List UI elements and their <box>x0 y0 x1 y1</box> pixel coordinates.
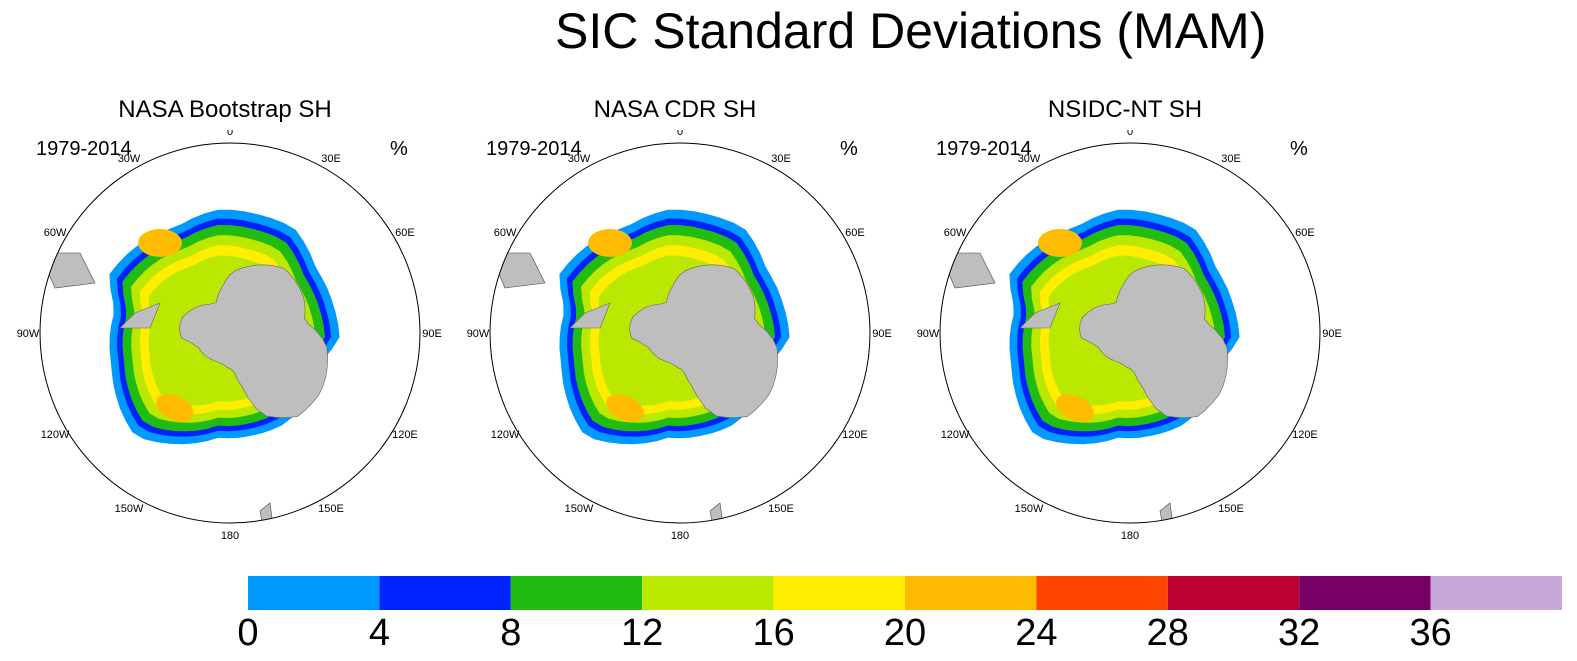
longitude-label: 60E <box>395 227 415 239</box>
colorbar-tick-label: 32 <box>1278 612 1321 654</box>
unit-label: % <box>840 138 858 160</box>
globe-outline <box>939 142 1321 524</box>
period-label: 1979-2014 <box>36 138 132 160</box>
ice-patch <box>138 229 182 257</box>
longitude-label: 120E <box>842 429 868 441</box>
panel-nasa-cdr: NASA CDR SH 1979-2014 % 0 30E 60E 90E 120E 15… <box>450 90 900 550</box>
period-label: 1979-2014 <box>936 138 1032 160</box>
longitude-label: 150E <box>318 503 344 515</box>
longitude-label: 90W <box>467 328 490 340</box>
longitude-label: 60E <box>845 227 865 239</box>
longitude-label: 30E <box>1221 153 1241 165</box>
colorbar-segment <box>510 576 643 610</box>
antarctica-landmass <box>629 264 779 418</box>
colorbar-tick-label: 36 <box>1409 612 1452 654</box>
longitude-label: 60W <box>944 227 967 239</box>
longitude-label: 90E <box>872 328 892 340</box>
longitude-label: 180 <box>671 530 689 542</box>
longitude-label: 60W <box>44 227 67 239</box>
colorbar-segment <box>1167 576 1300 610</box>
ice-patch <box>606 394 644 422</box>
ice-patch <box>1056 394 1094 422</box>
longitude-label: 180 <box>1121 530 1139 542</box>
longitude-label: 0 <box>1127 130 1133 138</box>
unit-label: % <box>390 138 408 160</box>
longitude-label: 60W <box>494 227 517 239</box>
polar-map: 0 30E 60E 90E 120E 150E 180 150W 120W 90W 60W 30W <box>467 130 892 542</box>
colorbar-tick-label: 12 <box>621 612 664 654</box>
colorbar <box>248 576 1562 610</box>
unit-label: % <box>1290 138 1308 160</box>
longitude-label: 120W <box>941 429 970 441</box>
peninsula-landmass <box>119 302 161 329</box>
peninsula-landmass <box>1019 302 1061 329</box>
colorbar-segment <box>248 576 380 610</box>
longitude-label: 30W <box>568 153 591 165</box>
longitude-label: 30E <box>321 153 341 165</box>
longitude-label: 120E <box>392 429 418 441</box>
colorbar-tick-label: 16 <box>752 612 795 654</box>
globe-outline <box>489 142 871 524</box>
longitude-label: 120E <box>1292 429 1318 441</box>
longitude-label: 30E <box>771 153 791 165</box>
ice-patch <box>1038 229 1082 257</box>
longitude-label: 150W <box>565 503 594 515</box>
colorbar-tick-label: 28 <box>1146 612 1189 654</box>
south-america-landmass <box>490 252 546 289</box>
colorbar-segment <box>773 576 905 610</box>
colorbar-segment <box>642 576 774 610</box>
longitude-label: 90W <box>17 328 40 340</box>
longitude-label: 150W <box>115 503 144 515</box>
longitude-label: 90E <box>422 328 442 340</box>
longitude-label: 0 <box>227 130 233 138</box>
colorbar-tick-label: 8 <box>500 612 522 654</box>
longitude-label: 150W <box>1015 503 1044 515</box>
colorbar-tick-label: 4 <box>368 612 390 654</box>
south-america-landmass <box>40 252 96 289</box>
panel-nsidc-nt: NSIDC-NT SH 1979-2014 % 0 30E 60E 90E 120E 15… <box>900 90 1350 550</box>
panel-title: NSIDC-NT SH <box>1047 96 1203 123</box>
colorbar-tick-label: 24 <box>1015 612 1058 654</box>
longitude-label: 150E <box>1218 503 1244 515</box>
colorbar-tick-label: 20 <box>883 612 927 654</box>
ice-patch <box>588 229 632 257</box>
longitude-label: 120W <box>491 429 520 441</box>
period-label: 1979-2014 <box>486 138 582 160</box>
south-america-landmass <box>940 252 996 289</box>
longitude-label: 90W <box>917 328 940 340</box>
longitude-label: 0 <box>677 130 683 138</box>
panel-title: NASA CDR SH <box>593 96 757 123</box>
globe-outline <box>39 142 421 524</box>
colorbar-segment <box>1430 576 1562 610</box>
main-title: SIC Standard Deviations (MAM) <box>555 3 1267 59</box>
polar-map: 0 30E 60E 90E 120E 150E 180 150W 120W 90W 60W 30W <box>17 130 442 542</box>
polar-map: 0 30E 60E 90E 120E 150E 180 150W 120W 90W 60W 30W <box>917 130 1342 542</box>
ice-patch <box>156 394 194 422</box>
longitude-label: 180 <box>221 530 239 542</box>
longitude-label: 150E <box>768 503 794 515</box>
antarctica-landmass <box>179 264 329 418</box>
antarctica-landmass <box>1079 264 1229 418</box>
longitude-label: 90E <box>1322 328 1342 340</box>
panel-title: NASA Bootstrap SH <box>118 96 332 123</box>
colorbar-segment <box>379 576 511 610</box>
peninsula-landmass <box>569 302 611 329</box>
sea-ice-field <box>40 209 340 522</box>
colorbar-segment <box>905 576 1037 610</box>
longitude-label: 60E <box>1295 227 1315 239</box>
sea-ice-field <box>940 209 1240 522</box>
longitude-label: 30W <box>118 153 141 165</box>
longitude-label: 120W <box>41 429 70 441</box>
sea-ice-field <box>490 209 790 522</box>
longitude-label: 30W <box>1018 153 1041 165</box>
colorbar-segment <box>1299 576 1431 610</box>
colorbar-segment <box>1036 576 1168 610</box>
panel-nasa-bootstrap: NASA Bootstrap SH 1979-2014 % 0 30E 60E 90E… <box>0 90 450 550</box>
colorbar-tick-label: 0 <box>237 612 259 654</box>
